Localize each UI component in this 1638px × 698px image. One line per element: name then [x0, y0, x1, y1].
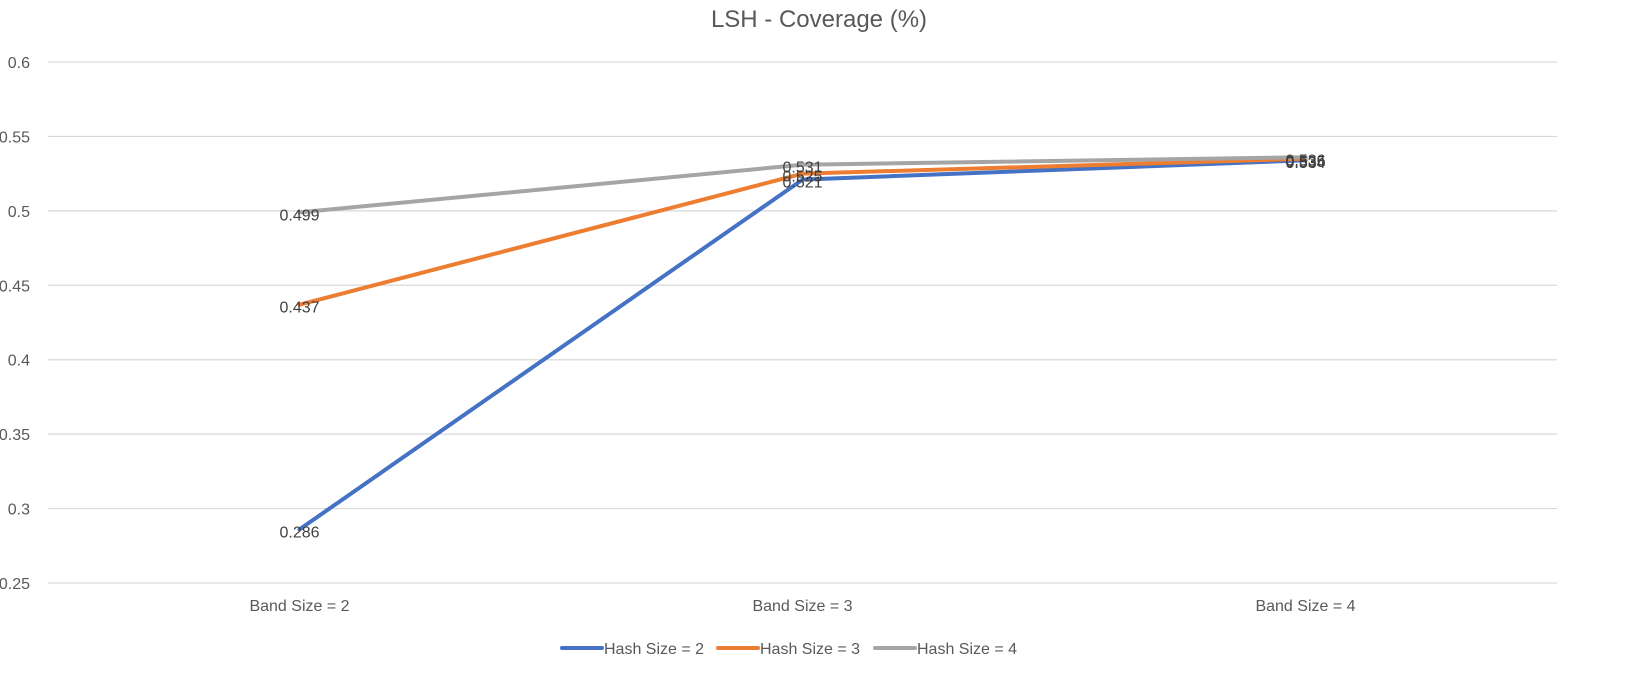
series-line: [297, 156, 1308, 307]
legend-label: Hash Size = 2: [604, 641, 704, 658]
y-tick-label: 0.6: [8, 55, 30, 72]
y-tick-label: 0.55: [0, 129, 30, 146]
series-line: [297, 158, 1308, 532]
gridlines: [48, 61, 1557, 584]
y-tick-label: 0.25: [0, 576, 30, 593]
y-tick-label: 0.5: [8, 204, 30, 221]
series-lines: [297, 155, 1308, 532]
x-tick-label: Band Size = 4: [1255, 598, 1355, 615]
data-label: 0.499: [279, 207, 319, 224]
legend-label: Hash Size = 4: [917, 641, 1017, 658]
y-axis-ticks: 0.25 0.3 0.35 0.4 0.45 0.5 0.55 0.6: [0, 55, 30, 593]
series-line: [297, 155, 1308, 215]
y-tick-label: 0.35: [0, 427, 30, 444]
y-tick-label: 0.45: [0, 278, 30, 295]
data-label: 0.286: [279, 524, 319, 541]
data-label: 0.525: [782, 169, 822, 186]
chart-title: LSH - Coverage (%): [711, 6, 927, 33]
data-label: 0.437: [279, 300, 319, 317]
data-labels: 0.286 0.521 0.534 0.437 0.525 0.535 0.499 0.531…: [279, 152, 1325, 541]
y-tick-label: 0.3: [8, 502, 30, 519]
data-label: 0.521: [782, 175, 822, 192]
data-label: 0.535: [1285, 154, 1325, 171]
x-tick-label: Band Size = 2: [249, 598, 349, 615]
data-label: 0.534: [1285, 155, 1325, 172]
x-tick-label: Band Size = 3: [752, 598, 852, 615]
legend: Hash Size = 2 Hash Size = 3 Hash Size = 4: [560, 641, 1017, 658]
legend-label: Hash Size = 3: [760, 641, 860, 658]
data-label: 0.531: [782, 160, 822, 177]
data-label: 0.536: [1285, 152, 1325, 169]
y-tick-label: 0.4: [8, 353, 30, 370]
x-axis-ticks: Band Size = 2 Band Size = 3 Band Size = 4: [249, 598, 1355, 615]
